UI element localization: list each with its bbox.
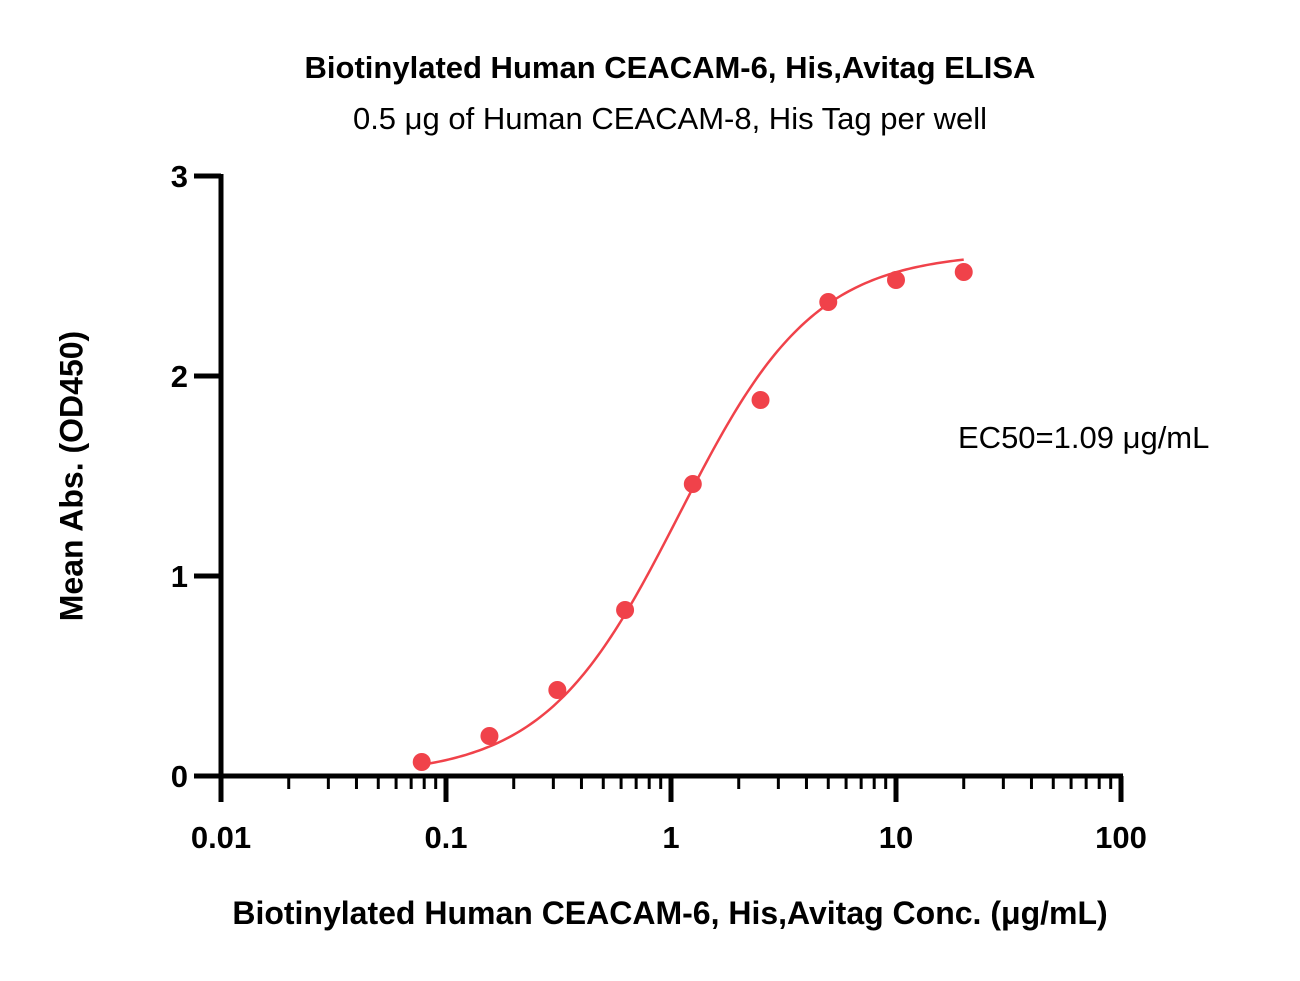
x-tick-label: 100 [1095, 820, 1147, 855]
x-tick-label: 1 [662, 820, 679, 855]
data-point [683, 475, 702, 493]
data-point [819, 293, 838, 311]
y-tick-label: 0 [171, 759, 188, 794]
data-point [887, 271, 905, 289]
data-point [548, 681, 567, 699]
y-tick-label: 2 [171, 359, 188, 394]
x-tick-label: 0.01 [191, 820, 251, 855]
data-point [412, 753, 431, 771]
data-point [954, 263, 973, 281]
chart-title: Biotinylated Human CEACAM-6, His,Avitag … [304, 50, 1036, 85]
x-tick-label: 0.1 [424, 820, 467, 855]
y-tick-label: 3 [171, 159, 188, 194]
ec50-annotation: EC50=1.09 μg/mL [958, 420, 1210, 455]
fit-curve [421, 258, 964, 767]
data-point [751, 391, 770, 409]
data-point [480, 727, 499, 745]
x-tick-label: 10 [879, 820, 913, 855]
y-tick-label: 1 [171, 559, 188, 594]
data-point [616, 601, 635, 619]
x-axis-label: Biotinylated Human CEACAM-6, His,Avitag … [232, 895, 1108, 931]
chart-subtitle: 0.5 μg of Human CEACAM-8, His Tag per we… [352, 101, 988, 136]
